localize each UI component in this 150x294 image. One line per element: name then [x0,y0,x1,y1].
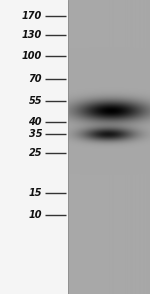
Text: 55: 55 [28,96,42,106]
Text: 170: 170 [22,11,42,21]
Text: 70: 70 [28,74,42,84]
Bar [0,0,68,294]
Bar [68,0,150,294]
Text: 130: 130 [22,30,42,40]
Text: 10: 10 [28,210,42,220]
Text: 25: 25 [28,148,42,158]
Text: 35: 35 [28,129,42,139]
Text: 100: 100 [22,51,42,61]
Text: 15: 15 [28,188,42,198]
Text: 40: 40 [28,117,42,127]
